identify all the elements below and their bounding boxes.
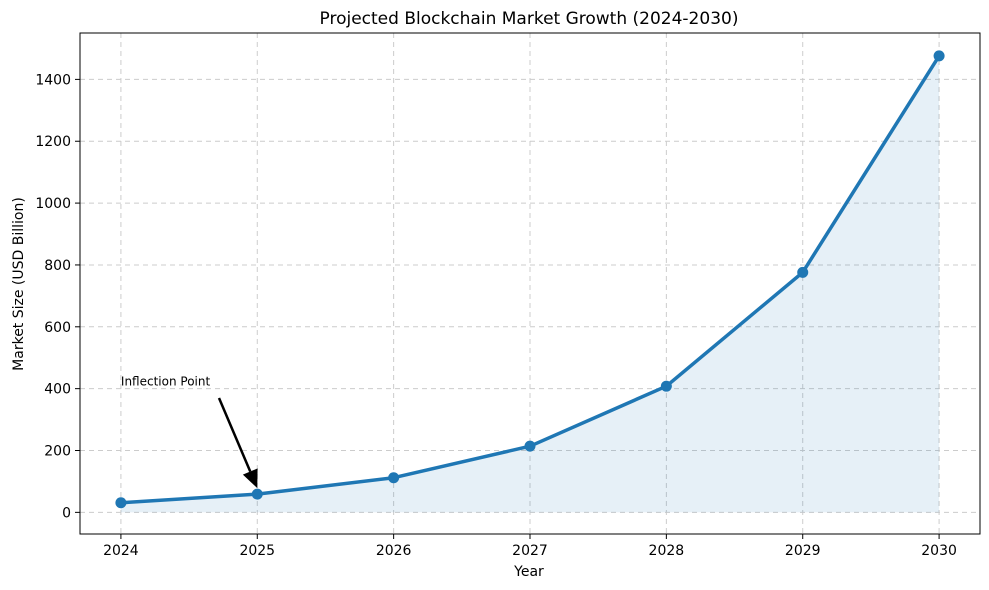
area-fill-layer xyxy=(120,55,940,513)
chart-title: Projected Blockchain Market Growth (2024… xyxy=(320,9,739,29)
x-tick-label: 2028 xyxy=(649,543,685,559)
annotation-group: Inflection Point xyxy=(121,375,258,489)
area-fill xyxy=(120,55,940,513)
y-tick-label: 0 xyxy=(62,505,71,521)
y-axis-title: Market Size (USD Billion) xyxy=(11,197,27,371)
x-tick-label: 2024 xyxy=(103,543,139,559)
y-tick-label: 1000 xyxy=(35,196,71,212)
y-tick-label: 400 xyxy=(44,382,71,398)
annotation-text: Inflection Point xyxy=(121,375,211,389)
x-tick-labels: 2024 2025 2026 2027 2028 2029 2030 xyxy=(103,543,957,559)
y-tick-label: 1200 xyxy=(35,134,71,150)
y-tick-label: 1400 xyxy=(35,72,71,88)
annotation-arrow-shaft xyxy=(217,397,252,473)
x-tick-label: 2026 xyxy=(376,543,412,559)
y-tick-label: 800 xyxy=(44,258,71,274)
y-tick-label: 200 xyxy=(44,444,71,460)
axes xyxy=(75,32,981,539)
data-point xyxy=(933,50,945,62)
y-tick-labels: 0 200 400 600 800 1000 1200 1400 xyxy=(35,72,71,521)
x-tick-label: 2025 xyxy=(239,543,275,559)
y-tick-label: 600 xyxy=(44,320,71,336)
annotation-arrow-head xyxy=(242,468,258,489)
data-point xyxy=(251,488,263,500)
data-point xyxy=(660,380,672,392)
x-tick-label: 2027 xyxy=(512,543,548,559)
x-axis-title: Year xyxy=(513,564,544,580)
data-points xyxy=(115,50,945,509)
data-point xyxy=(524,440,536,452)
data-point xyxy=(797,266,809,278)
x-tick-label: 2029 xyxy=(785,543,821,559)
x-tick-label: 2030 xyxy=(921,543,957,559)
data-point xyxy=(115,497,127,509)
data-point xyxy=(388,472,400,484)
plot-frame xyxy=(79,32,981,535)
